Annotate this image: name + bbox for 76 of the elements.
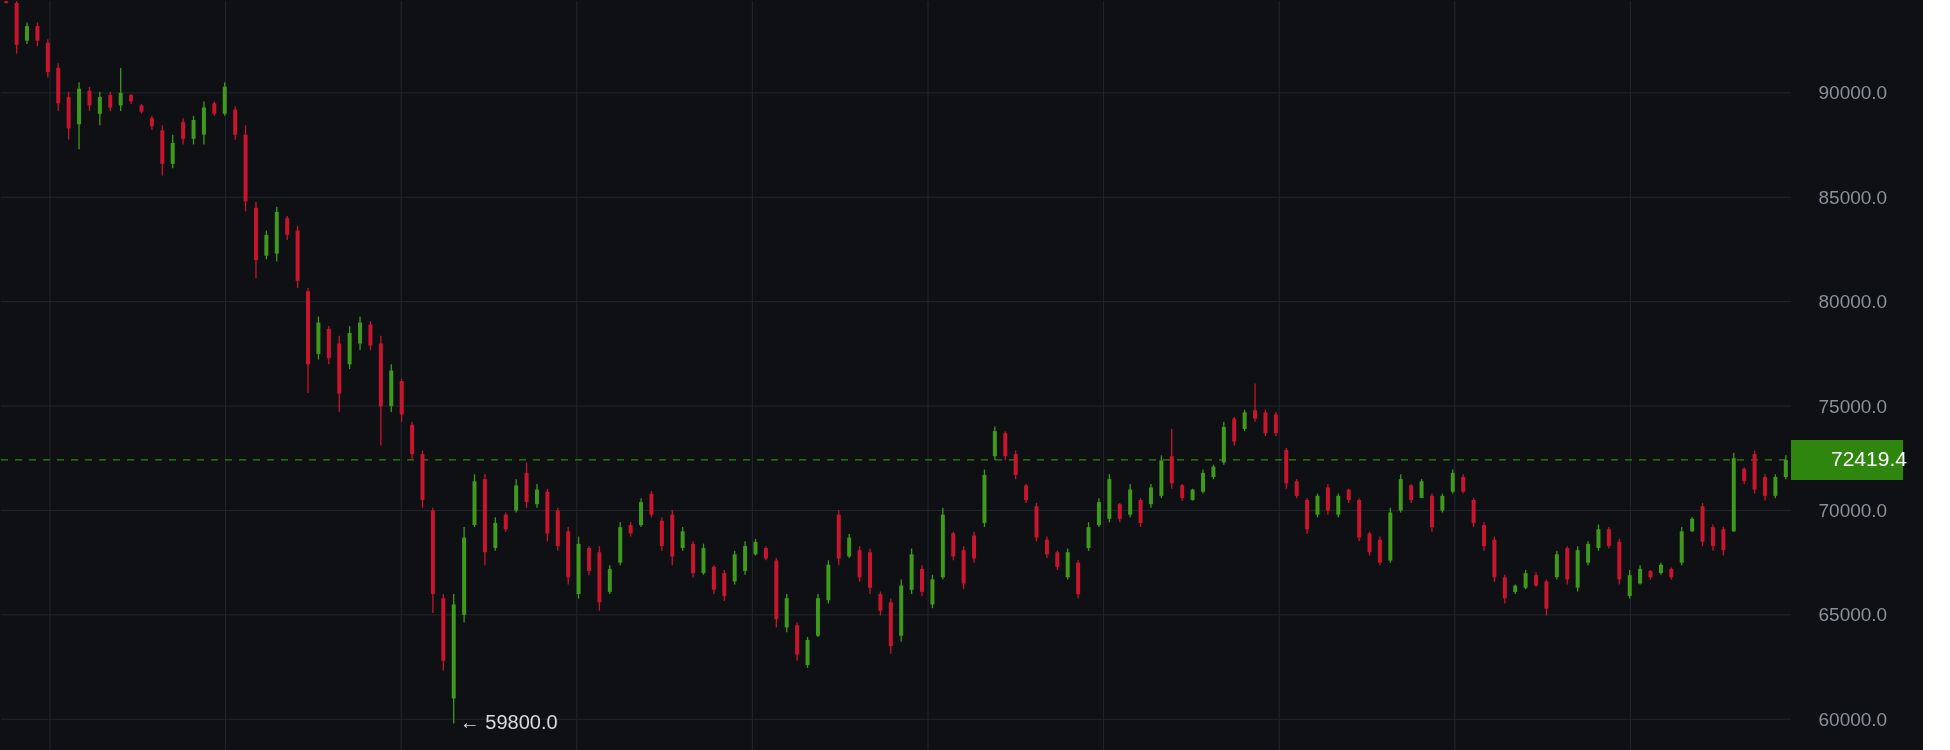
candlestick (1325, 483, 1330, 516)
candlestick (722, 569, 727, 602)
ref-line-label: 72419.4 (1831, 446, 1908, 470)
candlestick (358, 315, 363, 351)
candlestick (35, 21, 40, 47)
candlestick (1586, 540, 1591, 566)
y-tick-label: 75000.0 (1818, 395, 1888, 417)
y-tick-label: 85000.0 (1818, 186, 1888, 208)
candlestick (586, 545, 591, 576)
candlestick (108, 91, 113, 112)
candlestick (1273, 411, 1278, 437)
candlestick (1315, 492, 1320, 519)
candlestick (920, 564, 925, 597)
candlestick (1263, 409, 1268, 437)
candlestick (972, 531, 977, 564)
candlestick (1367, 531, 1372, 557)
candlestick (87, 86, 92, 112)
y-tick-label: 60000.0 (1818, 708, 1888, 730)
candlestick (1721, 526, 1726, 557)
candlestick (649, 490, 654, 519)
candlestick (1232, 416, 1237, 447)
candlestick (368, 320, 373, 351)
candlestick (607, 564, 612, 595)
candlestick (1710, 523, 1715, 552)
candlestick (1627, 569, 1632, 600)
candlestick (1471, 497, 1476, 528)
candlestick (639, 497, 644, 528)
annotation: ← 59800.0 (459, 711, 558, 734)
candlestick (1762, 473, 1767, 502)
candlestick (1148, 483, 1153, 509)
candlestick (1013, 449, 1018, 480)
candlestick (1596, 523, 1601, 552)
candlestick (285, 215, 290, 241)
candlestick (1554, 550, 1559, 581)
candlestick (1294, 478, 1299, 499)
candlestick (1481, 521, 1486, 552)
candlestick (1440, 492, 1445, 514)
candlestick (264, 229, 269, 260)
candlestick (97, 91, 102, 126)
candlestick (1003, 430, 1008, 461)
candlestick (711, 564, 716, 595)
candlestick (1773, 473, 1778, 499)
candlestick (503, 511, 508, 533)
candlestick (1606, 526, 1611, 550)
y-tick-label: 70000.0 (1818, 499, 1888, 521)
candlestick (1117, 502, 1122, 523)
candlestick (1138, 497, 1143, 528)
candlestick (1783, 454, 1788, 480)
candlestick (118, 67, 123, 112)
candlestick (1055, 550, 1060, 571)
candlestick (1044, 535, 1049, 559)
candlestick (1086, 521, 1091, 552)
candlestick (1253, 382, 1258, 423)
candlestick (1377, 535, 1382, 566)
candlestick (1336, 492, 1341, 519)
candlestick (847, 533, 852, 559)
candlestick (680, 526, 685, 552)
candlestick (1502, 574, 1507, 605)
candlestick (181, 117, 186, 146)
candlestick (1024, 483, 1029, 504)
candlestick (1242, 409, 1247, 432)
candlestick (1523, 569, 1528, 590)
candlestick (25, 21, 30, 45)
candlestick (534, 483, 539, 509)
y-tick-label: 80000.0 (1818, 291, 1888, 313)
candlestick (191, 115, 196, 146)
candlestick (1461, 473, 1466, 495)
candlestick (1201, 468, 1206, 495)
candlestick (170, 134, 175, 169)
candlestick (1450, 468, 1455, 495)
y-tick-label: 90000.0 (1818, 82, 1888, 104)
candlestick (951, 531, 956, 562)
candlestick (1096, 497, 1101, 528)
candlestick (1409, 483, 1414, 504)
candlestick (878, 590, 883, 617)
y-tick-label: 65000.0 (1818, 604, 1888, 626)
